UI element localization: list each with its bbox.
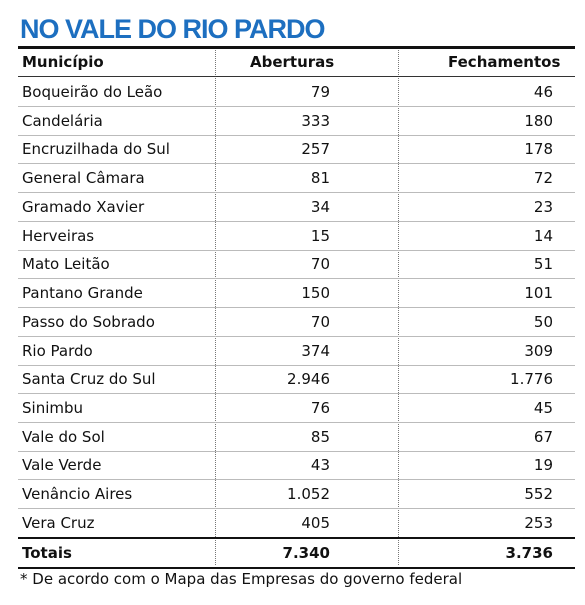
table-row: Herveiras 15 14 — [18, 222, 575, 251]
value: 81 — [310, 169, 330, 188]
value: 79 — [310, 83, 330, 101]
municipality: Passo do Sobrado — [22, 312, 155, 331]
table-row: Rio Pardo 374 309 — [18, 337, 575, 366]
value: Aberturas — [250, 53, 335, 71]
table-row: General Câmara 81 72 — [18, 164, 575, 194]
value: 67 — [533, 427, 553, 446]
value: 178 — [524, 140, 553, 159]
title-rule — [18, 46, 575, 49]
municipality: General Câmara — [22, 169, 145, 188]
value: 34 — [310, 197, 330, 216]
table-row: Gramado Xavier 34 23 — [18, 193, 575, 222]
value: 1.776 — [510, 370, 553, 389]
value: 374 — [301, 341, 330, 360]
value: 46 — [533, 83, 553, 101]
header-row: Município Aberturas Fechamentos — [18, 48, 575, 77]
table-row: Pantano Grande 150 101 — [18, 279, 575, 309]
table-row: Venâncio Aires 1.052 552 — [18, 480, 575, 510]
municipality: Vera Cruz — [22, 513, 95, 532]
value: Fechamentos — [448, 53, 561, 71]
value: 43 — [310, 456, 330, 475]
table-row: Mato Leitão 70 51 — [18, 250, 575, 280]
table-row: Boqueirão do Leão 79 46 — [18, 78, 575, 107]
value: 19 — [533, 456, 553, 475]
value: 253 — [524, 513, 553, 532]
value: 180 — [524, 111, 553, 130]
municipality: Sinimbu — [22, 399, 84, 418]
municipality: Herveiras — [22, 226, 95, 245]
table-row: Encruzilhada do Sul 257 178 — [18, 135, 575, 165]
value: 72 — [533, 169, 553, 188]
value: 76 — [310, 399, 330, 418]
value: 101 — [524, 284, 553, 303]
municipality: Totais — [22, 543, 72, 562]
value: 85 — [310, 427, 330, 446]
value: 70 — [310, 255, 330, 274]
value: 51 — [533, 255, 553, 274]
value: 257 — [301, 140, 330, 159]
value: 14 — [533, 226, 553, 245]
municipality: Gramado Xavier — [22, 197, 145, 216]
table-row: Santa Cruz do Sul 2.946 1.776 — [18, 365, 575, 395]
value: 50 — [533, 312, 553, 331]
municipality: Candelária — [22, 111, 103, 130]
value: 45 — [533, 399, 553, 418]
footnote: * De acordo com o Mapa das Empresas do g… — [20, 570, 463, 588]
municipality: Município — [22, 53, 104, 71]
table-row: Passo do Sobrado 70 50 — [18, 308, 575, 337]
value: 405 — [301, 513, 330, 532]
value: 7.340 — [282, 543, 330, 562]
municipality: Rio Pardo — [22, 341, 93, 360]
value: 15 — [310, 226, 330, 245]
municipality: Santa Cruz do Sul — [22, 370, 156, 389]
value: 23 — [533, 197, 553, 216]
value: 3.736 — [505, 543, 553, 562]
value: 309 — [524, 341, 553, 360]
municipality: Vale Verde — [22, 456, 102, 475]
value: 2.946 — [287, 370, 330, 389]
municipality: Venâncio Aires — [22, 485, 133, 504]
value: 552 — [524, 485, 553, 504]
table-row: Vale Verde 43 19 — [18, 451, 575, 481]
municipality: Vale do Sol — [22, 427, 105, 446]
title: NO VALE DO RIO PARDO — [20, 14, 326, 44]
table-row: Vale do Sol 85 67 — [18, 423, 575, 452]
municipality: Boqueirão do Leão — [22, 83, 163, 101]
table-row: Vera Cruz 405 253 — [18, 509, 575, 538]
totals-row: Totais 7.340 3.736 — [18, 536, 575, 569]
municipality: Pantano Grande — [22, 284, 143, 303]
value: 70 — [310, 312, 330, 331]
table-row: Sinimbu 76 45 — [18, 394, 575, 424]
value: 1.052 — [287, 485, 330, 504]
value: 333 — [301, 111, 330, 130]
municipality: Encruzilhada do Sul — [22, 140, 170, 159]
municipality: Mato Leitão — [22, 255, 110, 274]
table-row: Candelária 333 180 — [18, 107, 575, 136]
value: 150 — [301, 284, 330, 303]
